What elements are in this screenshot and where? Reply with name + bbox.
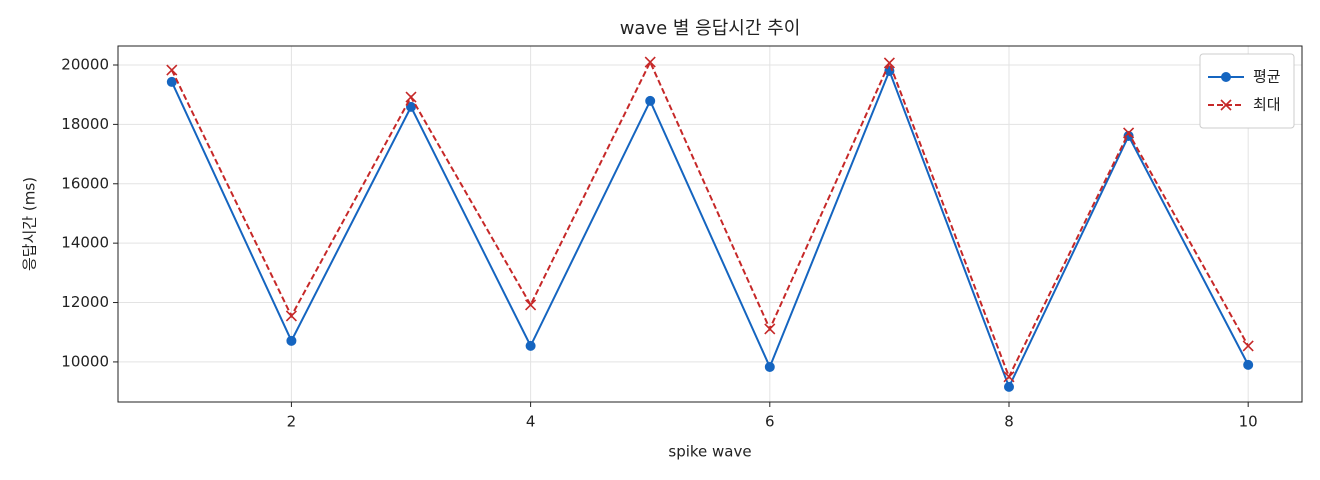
x-tick-label: 6	[765, 413, 775, 431]
x-tick-label: 8	[1004, 413, 1014, 431]
point	[1243, 359, 1254, 370]
y-tick-label: 14000	[61, 234, 109, 252]
point	[883, 57, 895, 69]
point	[1003, 371, 1015, 383]
y-axis-label: 응답시간 (ms)	[21, 177, 39, 271]
point	[405, 91, 417, 103]
y-tick-label: 20000	[61, 56, 109, 74]
legend-label: 평균	[1253, 68, 1281, 86]
point	[286, 335, 297, 346]
point	[1242, 340, 1254, 352]
y-tick-label: 18000	[61, 115, 109, 133]
point	[166, 64, 178, 76]
legend-label: 최대	[1253, 96, 1281, 114]
x-tick-label: 4	[526, 413, 536, 431]
line	[170, 68, 1250, 390]
y-tick-label: 12000	[61, 293, 109, 311]
point	[406, 101, 417, 112]
point	[285, 310, 297, 322]
point	[1003, 381, 1014, 392]
x-tick-label: 10	[1239, 413, 1258, 431]
y-tick-label: 16000	[61, 174, 109, 192]
point	[166, 76, 177, 87]
chart-title: wave 별 응답시간 추이	[620, 18, 801, 39]
point	[644, 56, 656, 68]
legend-marker	[1220, 99, 1232, 111]
point	[525, 299, 537, 311]
plot-frame	[117, 45, 1303, 403]
point	[764, 323, 776, 335]
point	[645, 95, 656, 106]
x-axis-label: spike wave	[668, 443, 751, 461]
legend-marker	[1221, 72, 1231, 82]
point	[764, 361, 775, 372]
line	[170, 59, 1250, 380]
point	[525, 340, 536, 351]
point	[1123, 127, 1135, 139]
y-tick-label: 10000	[61, 352, 109, 370]
legend-box	[1199, 53, 1295, 129]
x-tick-label: 2	[287, 413, 297, 431]
